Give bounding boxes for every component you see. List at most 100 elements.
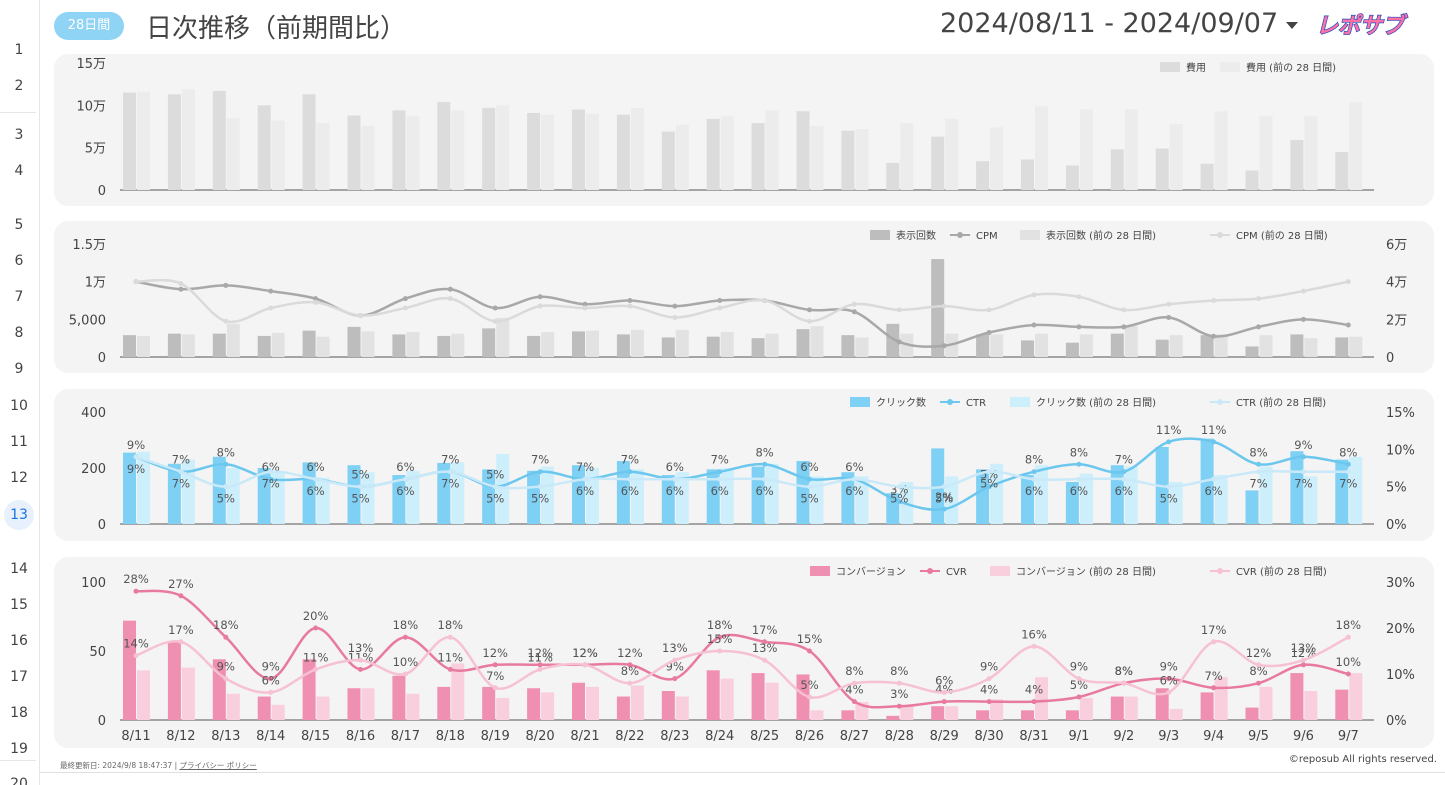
bar-current	[706, 118, 720, 190]
line-point	[358, 313, 363, 319]
line-point	[1076, 324, 1082, 330]
data-label: 12%	[1291, 646, 1317, 660]
row-number[interactable]: 7	[14, 289, 24, 305]
dropdown-caret-icon[interactable]	[1286, 22, 1298, 29]
bar-current	[257, 468, 271, 524]
bar-previous	[675, 472, 689, 524]
privacy-policy-link[interactable]: プライバシー ポリシー	[179, 761, 257, 770]
bar-current	[751, 338, 765, 357]
data-label: 15%	[707, 632, 733, 646]
row-number[interactable]: 1	[14, 42, 24, 58]
row-divider	[0, 112, 36, 113]
bar-current	[572, 109, 585, 190]
y-tick-label: 15万	[76, 57, 106, 72]
line-point	[358, 657, 363, 663]
bar-current	[123, 92, 136, 190]
row-number[interactable]: 9	[14, 361, 24, 377]
bar-current	[1065, 342, 1079, 357]
row-number[interactable]: 18	[10, 705, 28, 721]
legend-swatch-dot	[1217, 399, 1223, 405]
bar-previous	[765, 333, 779, 357]
line-point	[941, 343, 947, 349]
data-label: 6%	[711, 484, 729, 498]
line-point	[717, 305, 723, 311]
bar-previous	[675, 124, 689, 190]
bar-previous	[630, 329, 644, 357]
bar-previous	[1259, 466, 1273, 524]
row-number[interactable]: 14	[10, 561, 28, 577]
data-label: 5%	[351, 468, 369, 482]
footer-meta: 最終更新日: 2024/9/8 18:47:37 | プライバシー ポリシー	[60, 760, 257, 771]
data-label: 5%	[1070, 678, 1088, 692]
row-number[interactable]: 3	[14, 127, 24, 143]
x-tick-label: 9/1	[1068, 729, 1089, 744]
bar-current	[392, 334, 406, 357]
period-badge[interactable]: 28日間	[54, 12, 124, 40]
legend-swatch	[1020, 230, 1040, 240]
row-number[interactable]: 4	[14, 163, 24, 179]
row-number[interactable]: 13	[10, 507, 28, 523]
reposub-logo: レポサブ	[1312, 10, 1434, 38]
data-label: 15%	[797, 632, 823, 646]
x-tick-label: 9/2	[1113, 729, 1134, 744]
conversions-chart-panel: 0 50 100 0% 10% 20% 30% 28% 27% 18% 9% 20% 11% 18% 11%…	[54, 557, 1434, 748]
line-point	[492, 305, 498, 311]
bar-current	[437, 101, 451, 190]
row-number[interactable]: 17	[10, 669, 28, 685]
line-point	[1076, 294, 1082, 300]
x-tick-label: 8/29	[930, 729, 959, 744]
data-label: 9%	[1294, 438, 1312, 452]
bar-current	[167, 641, 181, 720]
row-number[interactable]: 8	[14, 325, 24, 341]
line-point	[1031, 292, 1037, 298]
bar-previous	[451, 462, 465, 524]
line-point	[627, 680, 633, 686]
bar-previous	[541, 114, 555, 190]
row-number[interactable]: 12	[10, 470, 28, 486]
line-point	[896, 484, 902, 490]
row-number[interactable]: 19	[10, 741, 28, 757]
legend-label: コンバージョン (前の 28 日間)	[1016, 565, 1156, 578]
y-right-tick-label: 4万	[1386, 276, 1407, 291]
line-point	[851, 476, 857, 482]
y-tick-label: 5,000	[69, 313, 106, 328]
data-label: 7%	[1115, 453, 1133, 467]
bar-previous	[1169, 335, 1183, 357]
row-number[interactable]: 10	[10, 398, 28, 414]
date-range-selector[interactable]: 2024/08/11 - 2024/09/07	[940, 8, 1279, 39]
line-point	[1211, 333, 1217, 339]
bar-previous	[1214, 677, 1228, 720]
row-number[interactable]: 15	[10, 597, 28, 613]
cost-chart-panel: 0 5万 10万 15万 費用 (前の 28 日間) 費用	[54, 54, 1434, 206]
bar-current	[1065, 165, 1079, 190]
bar-current	[347, 115, 361, 190]
bar-previous	[990, 699, 1004, 720]
bar-current	[976, 469, 990, 524]
line-point	[268, 288, 274, 294]
y-right-tick-label: 15%	[1386, 406, 1415, 421]
row-number[interactable]: 5	[14, 217, 24, 233]
x-tick-label: 8/17	[391, 729, 420, 744]
bar-current	[1155, 339, 1169, 357]
line-point	[268, 476, 274, 482]
data-label: 7%	[172, 453, 190, 467]
bar-current	[886, 162, 900, 190]
row-number[interactable]: 11	[10, 434, 28, 450]
bar-previous	[406, 470, 420, 524]
data-label: 8%	[1249, 664, 1267, 678]
data-label: 18%	[393, 618, 419, 632]
legend-swatch-dot	[947, 399, 953, 405]
row-number[interactable]: 16	[10, 633, 28, 649]
data-label: 9%	[217, 660, 235, 674]
line-point	[717, 648, 723, 654]
data-label: 6%	[262, 673, 280, 687]
data-label: 6%	[396, 460, 414, 474]
row-number[interactable]: 20	[10, 776, 28, 785]
row-number[interactable]: 6	[14, 253, 24, 269]
line-point	[1345, 322, 1351, 328]
x-tick-label: 9/4	[1203, 729, 1224, 744]
data-label: 17%	[168, 623, 194, 637]
bar-previous	[1079, 334, 1093, 357]
row-number[interactable]: 2	[14, 78, 24, 94]
copyright: ©reposub All rights reserved.	[1288, 754, 1437, 765]
